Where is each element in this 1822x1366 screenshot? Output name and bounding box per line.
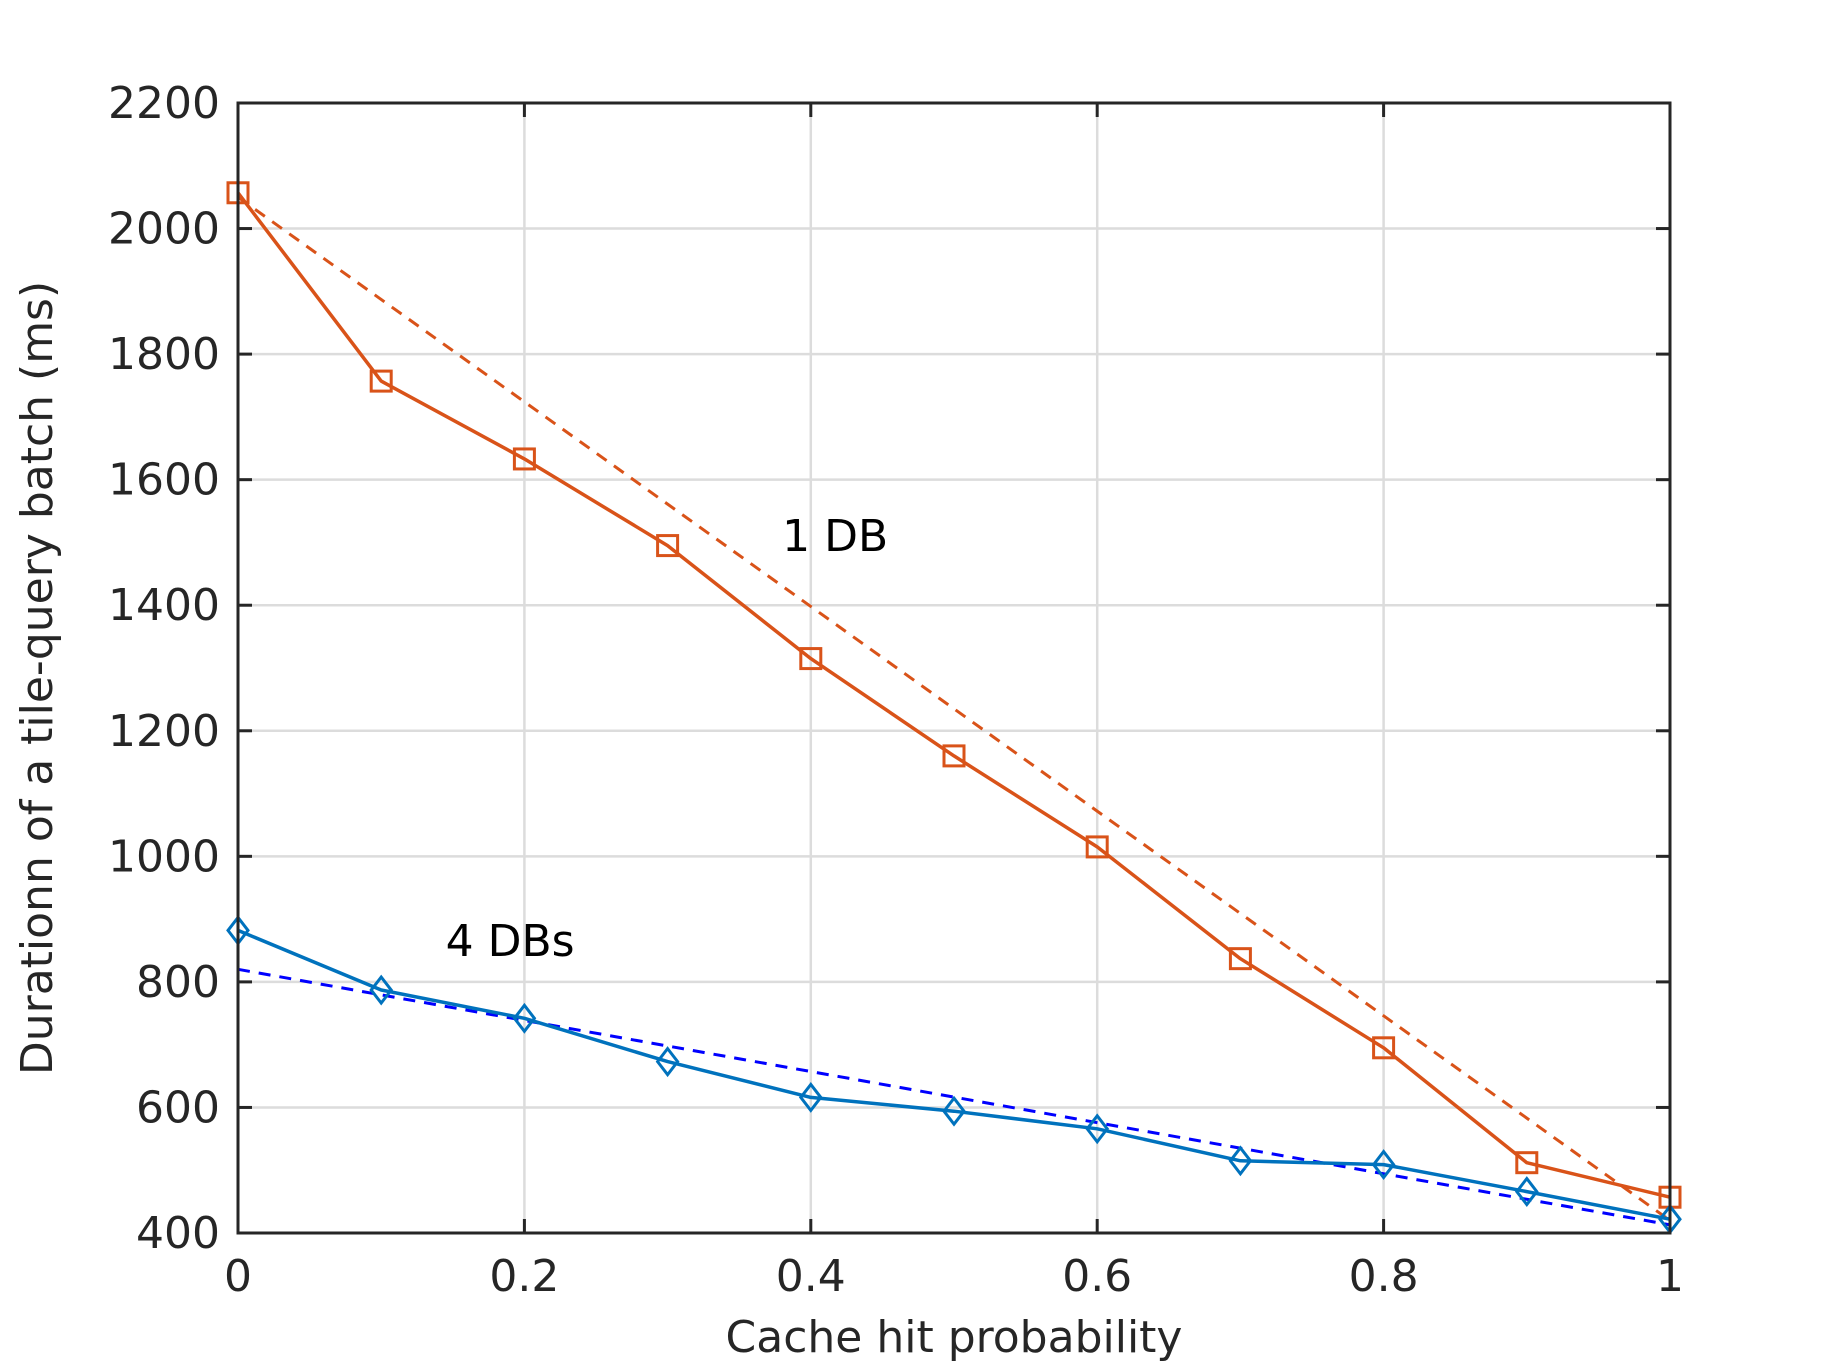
x-tick-label: 0.4	[776, 1251, 846, 1302]
y-tick-label: 2200	[108, 78, 220, 129]
y-tick-label: 1600	[108, 455, 220, 506]
x-axis-title: Cache hit probability	[726, 1312, 1183, 1363]
data-point-1db	[369, 369, 393, 393]
labels: 0 0.2 0.4 0.6 0.8 140060080010001200140016001…	[12, 78, 1684, 1363]
data-point-4dbs	[1514, 1176, 1539, 1208]
grid-lines	[238, 103, 1670, 1233]
x-tick-label: 0.2	[489, 1251, 559, 1302]
data-point-1db	[512, 447, 536, 471]
x-tick-label: 1	[1656, 1251, 1684, 1302]
data-point-4dbs	[655, 1046, 680, 1078]
y-tick-label: 2000	[108, 204, 220, 255]
y-tick-label: 1800	[108, 329, 220, 380]
annotation-1db: 1 DB	[782, 511, 888, 562]
y-axis-title: Durationn of a tile-query batch (ms)	[12, 281, 63, 1075]
data-point-1db	[1515, 1151, 1539, 1175]
x-tick-label: 0.8	[1349, 1251, 1419, 1302]
axes-box	[236, 101, 1672, 1235]
data-point-1db	[1085, 835, 1109, 859]
data-point-4dbs	[1228, 1145, 1253, 1177]
x-tick-label: 0	[224, 1251, 252, 1302]
fit-lines	[237, 195, 1671, 1227]
series-line-1db	[236, 191, 1671, 1199]
y-tick-label: 800	[136, 957, 220, 1008]
annotation-4dbs: 4 DBs	[446, 916, 575, 967]
y-tick-label: 1000	[108, 831, 220, 882]
data-series	[226, 181, 1682, 1235]
axes	[236, 101, 1672, 1235]
data-point-4dbs	[512, 1002, 537, 1034]
series-line-4dbs	[237, 928, 1671, 1221]
data-point-4dbs	[942, 1095, 966, 1127]
plot-area	[238, 103, 1670, 1233]
data-point-4dbs	[798, 1081, 823, 1113]
data-point-1db	[799, 647, 823, 671]
data-point-1db	[1372, 1036, 1396, 1060]
data-point-4dbs	[1085, 1113, 1110, 1145]
data-point-1db	[1228, 947, 1252, 971]
x-tick-label: 0.6	[1062, 1251, 1132, 1302]
fit-line-4dbs	[237, 967, 1671, 1227]
data-point-1db	[942, 744, 966, 768]
y-tick-label: 400	[136, 1208, 220, 1259]
y-tick-label: 1200	[108, 706, 220, 757]
data-point-1db	[656, 534, 680, 558]
y-tick-label: 600	[136, 1082, 220, 1133]
data-point-4dbs	[1371, 1149, 1396, 1181]
y-tick-label: 1400	[108, 580, 220, 631]
data-point-4dbs	[369, 974, 394, 1006]
